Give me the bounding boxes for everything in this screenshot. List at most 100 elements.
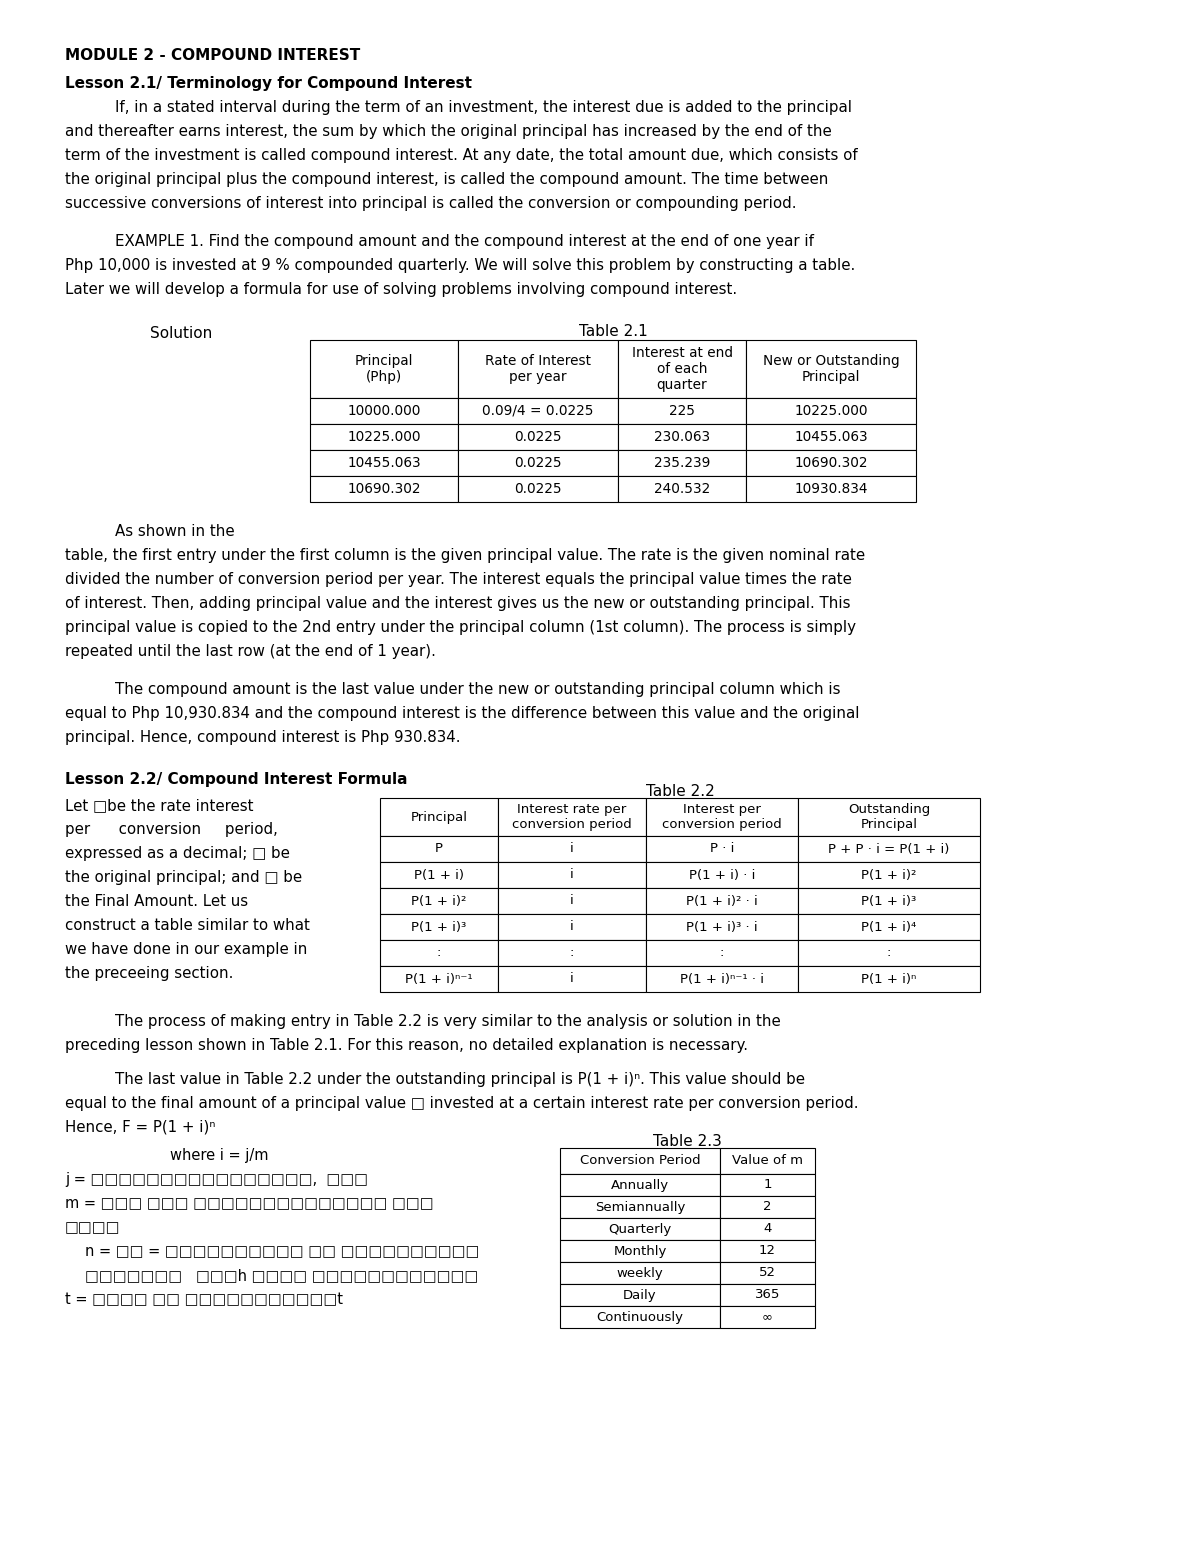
Text: Table 2.2: Table 2.2 bbox=[646, 784, 714, 798]
Text: P + P · i = P(1 + i): P + P · i = P(1 + i) bbox=[828, 842, 949, 856]
Text: P(1 + i)ⁿ⁻¹: P(1 + i)ⁿ⁻¹ bbox=[406, 972, 473, 986]
Text: The process of making entry in Table 2.2 is very similar to the analysis or solu: The process of making entry in Table 2.2… bbox=[115, 1014, 781, 1030]
Text: Php 10,000 is invested at 9 % compounded quarterly. We will solve this problem b: Php 10,000 is invested at 9 % compounded… bbox=[65, 258, 856, 273]
Text: Semiannually: Semiannually bbox=[595, 1200, 685, 1213]
Bar bbox=[498, 836, 646, 862]
Text: 0.0225: 0.0225 bbox=[514, 430, 562, 444]
Text: Principal: Principal bbox=[410, 811, 468, 823]
Text: Table 2.1: Table 2.1 bbox=[578, 325, 647, 339]
Text: Conversion Period: Conversion Period bbox=[580, 1154, 701, 1168]
Text: 10225.000: 10225.000 bbox=[347, 430, 421, 444]
Text: P: P bbox=[436, 842, 443, 856]
Text: per      conversion     period,: per conversion period, bbox=[65, 822, 278, 837]
Text: P(1 + i)²: P(1 + i)² bbox=[412, 895, 467, 907]
Text: 10225.000: 10225.000 bbox=[794, 404, 868, 418]
Text: Lesson 2.1/ Terminology for Compound Interest: Lesson 2.1/ Terminology for Compound Int… bbox=[65, 76, 472, 92]
Text: P(1 + i)ⁿ: P(1 + i)ⁿ bbox=[862, 972, 917, 986]
Text: Monthly: Monthly bbox=[613, 1244, 667, 1258]
Text: 4: 4 bbox=[763, 1222, 772, 1236]
Text: 10690.302: 10690.302 bbox=[794, 457, 868, 471]
Text: equal to the final amount of a principal value □ invested at a certain interest : equal to the final amount of a principal… bbox=[65, 1096, 858, 1110]
Bar bbox=[798, 966, 980, 992]
Bar bbox=[798, 862, 980, 888]
Text: MODULE 2 - COMPOUND INTEREST: MODULE 2 - COMPOUND INTEREST bbox=[65, 48, 360, 64]
Text: 10455.063: 10455.063 bbox=[347, 457, 421, 471]
Text: P(1 + i)² · i: P(1 + i)² · i bbox=[686, 895, 758, 907]
Text: 10690.302: 10690.302 bbox=[347, 481, 421, 495]
Bar bbox=[498, 798, 646, 836]
Bar bbox=[798, 915, 980, 940]
Bar bbox=[646, 836, 798, 862]
Bar bbox=[380, 888, 498, 915]
Text: principal. Hence, compound interest is Php 930.834.: principal. Hence, compound interest is P… bbox=[65, 730, 461, 745]
Bar bbox=[720, 1306, 815, 1328]
Bar bbox=[498, 940, 646, 966]
Text: :: : bbox=[720, 946, 724, 960]
Text: ∞: ∞ bbox=[762, 1311, 773, 1323]
Bar bbox=[646, 966, 798, 992]
Bar bbox=[618, 477, 746, 502]
Text: preceding lesson shown in Table 2.1. For this reason, no detailed explanation is: preceding lesson shown in Table 2.1. For… bbox=[65, 1037, 748, 1053]
Text: The compound amount is the last value under the new or outstanding principal col: The compound amount is the last value un… bbox=[115, 682, 840, 697]
Text: 2: 2 bbox=[763, 1200, 772, 1213]
Bar bbox=[720, 1148, 815, 1174]
Text: P(1 + i)⁴: P(1 + i)⁴ bbox=[862, 921, 917, 933]
Text: Value of m: Value of m bbox=[732, 1154, 803, 1168]
Text: Let □be the rate interest: Let □be the rate interest bbox=[65, 798, 253, 814]
Text: principal value is copied to the 2nd entry under the principal column (1st colum: principal value is copied to the 2nd ent… bbox=[65, 620, 856, 635]
Bar bbox=[618, 340, 746, 398]
Bar bbox=[798, 836, 980, 862]
Text: 235.239: 235.239 bbox=[654, 457, 710, 471]
Bar bbox=[798, 888, 980, 915]
Text: 230.063: 230.063 bbox=[654, 430, 710, 444]
Bar bbox=[560, 1148, 720, 1174]
Text: 10000.000: 10000.000 bbox=[347, 404, 421, 418]
Text: Lesson 2.2/ Compound Interest Formula: Lesson 2.2/ Compound Interest Formula bbox=[65, 772, 408, 787]
Text: the preceeing section.: the preceeing section. bbox=[65, 966, 233, 981]
Text: 52: 52 bbox=[760, 1267, 776, 1280]
Bar bbox=[498, 862, 646, 888]
Text: i: i bbox=[570, 895, 574, 907]
Text: 10930.834: 10930.834 bbox=[794, 481, 868, 495]
Bar bbox=[720, 1218, 815, 1239]
Bar bbox=[746, 398, 916, 424]
Text: the Final Amount. Let us: the Final Amount. Let us bbox=[65, 895, 248, 909]
Bar bbox=[720, 1263, 815, 1284]
Text: 0.09/4 = 0.0225: 0.09/4 = 0.0225 bbox=[482, 404, 594, 418]
Text: Quarterly: Quarterly bbox=[608, 1222, 672, 1236]
Bar bbox=[310, 450, 458, 477]
Text: P · i: P · i bbox=[710, 842, 734, 856]
Bar bbox=[458, 398, 618, 424]
Text: where i = j/m: where i = j/m bbox=[170, 1148, 269, 1163]
Text: P(1 + i): P(1 + i) bbox=[414, 868, 464, 882]
Bar bbox=[498, 888, 646, 915]
Text: Interest at end
of each
quarter: Interest at end of each quarter bbox=[631, 346, 732, 393]
Bar bbox=[646, 862, 798, 888]
Text: Outstanding
Principal: Outstanding Principal bbox=[848, 803, 930, 831]
Bar bbox=[746, 450, 916, 477]
Text: repeated until the last row (at the end of 1 year).: repeated until the last row (at the end … bbox=[65, 644, 436, 658]
Text: term of the investment is called compound interest. At any date, the total amoun: term of the investment is called compoun… bbox=[65, 148, 858, 163]
Bar bbox=[458, 450, 618, 477]
Bar bbox=[560, 1306, 720, 1328]
Bar bbox=[746, 340, 916, 398]
Bar bbox=[560, 1174, 720, 1196]
Text: j = □□□□□□□□□□□□□□□□,  □□□: j = □□□□□□□□□□□□□□□□, □□□ bbox=[65, 1173, 368, 1186]
Bar bbox=[380, 915, 498, 940]
Text: New or Outstanding
Principal: New or Outstanding Principal bbox=[763, 354, 899, 384]
Text: Solution: Solution bbox=[150, 326, 212, 342]
Text: we have done in our example in: we have done in our example in bbox=[65, 943, 307, 957]
Text: If, in a stated interval during the term of an investment, the interest due is a: If, in a stated interval during the term… bbox=[115, 99, 852, 115]
Text: 240.532: 240.532 bbox=[654, 481, 710, 495]
Bar bbox=[798, 798, 980, 836]
Text: and thereafter earns interest, the sum by which the original principal has incre: and thereafter earns interest, the sum b… bbox=[65, 124, 832, 140]
Text: Annually: Annually bbox=[611, 1179, 670, 1191]
Bar bbox=[646, 940, 798, 966]
Text: i: i bbox=[570, 921, 574, 933]
Bar bbox=[380, 966, 498, 992]
Text: P(1 + i)ⁿ⁻¹ · i: P(1 + i)ⁿ⁻¹ · i bbox=[680, 972, 764, 986]
Text: As shown in the: As shown in the bbox=[115, 523, 235, 539]
Text: n = □□ = □□□□□□□□□□ □□ □□□□□□□□□□: n = □□ = □□□□□□□□□□ □□ □□□□□□□□□□ bbox=[85, 1244, 479, 1259]
Text: m = □□□ □□□ □□□□□□□□□□□□□□ □□□: m = □□□ □□□ □□□□□□□□□□□□□□ □□□ bbox=[65, 1196, 433, 1211]
Bar bbox=[720, 1174, 815, 1196]
